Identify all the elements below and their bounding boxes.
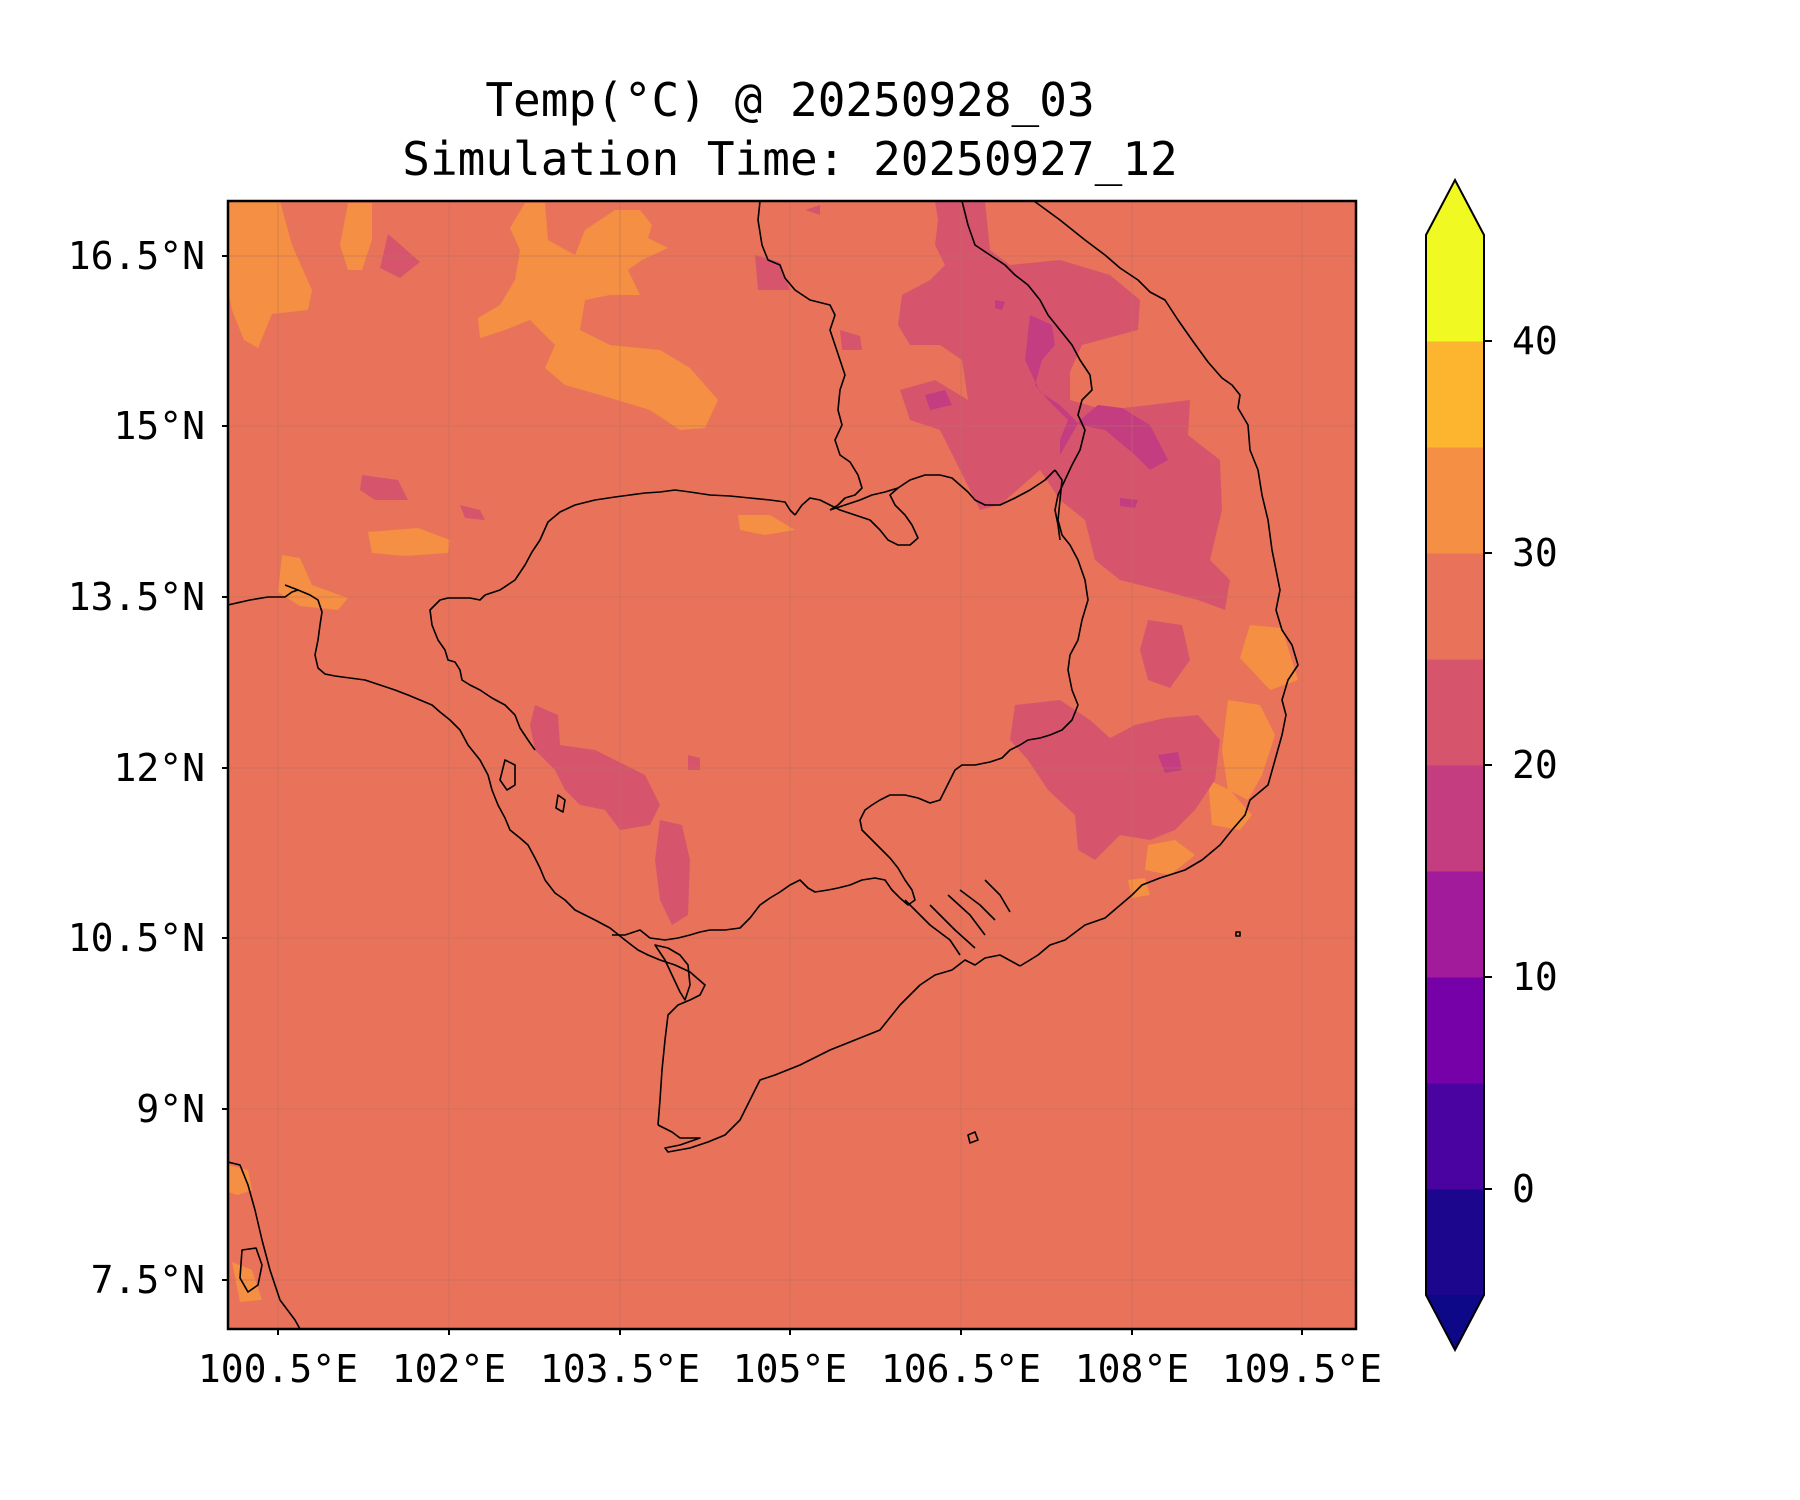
map-gridlines — [228, 201, 1356, 1329]
lon-tick-label: 109.5°E — [1221, 1347, 1383, 1391]
warm-region-northwest — [228, 201, 312, 348]
colorbar-segment — [1426, 553, 1484, 660]
colorbar-segment — [1426, 659, 1484, 766]
lat-tick-label: 13.5°N — [67, 575, 205, 619]
cambodia-thailand-border — [484, 489, 796, 596]
cool-region-cambodia-sw — [655, 820, 690, 925]
colorbar-outline — [1425, 177, 1485, 1353]
lon-tick-label: 108°E — [1074, 1347, 1190, 1391]
colorbar-tick-label: 30 — [1512, 531, 1558, 575]
spratly-dot — [1235, 931, 1241, 937]
colorbar-tick-label: 20 — [1512, 743, 1558, 787]
mekong-delta-coast — [657, 954, 1021, 1153]
colorbar-segment — [1426, 977, 1484, 1084]
cambodia-laos-border — [794, 469, 1056, 546]
vietnam-coastline — [1019, 201, 1299, 967]
colorbar-over-extension — [1426, 180, 1484, 235]
map-plot-area — [228, 201, 1356, 1329]
lat-tick-label: 10.5°N — [67, 916, 205, 960]
warm-region-center — [738, 515, 795, 535]
warm-regions — [228, 201, 1298, 1302]
warm-region-coast-4 — [1145, 840, 1195, 875]
colorbar — [1425, 177, 1492, 1353]
laos-vietnam-border — [961, 201, 1093, 541]
cooler-region-small-4 — [995, 300, 1005, 310]
warm-region-west-1 — [368, 528, 450, 556]
colorbar-tick-label: 40 — [1512, 319, 1558, 363]
lat-tick-label: 12°N — [113, 746, 205, 790]
colorbar-segment — [1426, 447, 1484, 554]
cool-region-north-3 — [805, 205, 820, 215]
cool-region-center-dot — [688, 755, 700, 770]
cool-region-northeast — [898, 201, 1230, 610]
ca-mau-peninsula — [594, 919, 706, 1126]
southern-islands — [239, 1247, 263, 1293]
colorbar-tick-label: 0 — [1512, 1167, 1535, 1211]
warm-region-coast-3 — [1208, 780, 1252, 830]
laos-cambodia-border-north — [829, 487, 899, 511]
map-title-line-1: Temp(°C) @ 20250928_03 — [485, 73, 1095, 127]
lat-tick-label: 9°N — [136, 1087, 205, 1131]
cool-region-north-2 — [840, 330, 862, 350]
lat-tick-label: 7.5°N — [90, 1258, 205, 1302]
warm-region-southwest — [228, 1165, 252, 1195]
phu-quoc-island — [654, 944, 691, 1001]
lon-tick-label: 103.5°E — [539, 1347, 701, 1391]
cooler-region-small-1 — [925, 390, 952, 410]
con-dao-island — [967, 1131, 979, 1144]
thai-border-west — [228, 589, 299, 606]
map-title-line-2: Simulation Time: 20250927_12 — [402, 132, 1178, 186]
cambodia-vietnam-border-east — [612, 469, 1089, 941]
lat-tick-label: 16.5°N — [67, 234, 205, 278]
gulf-coast-cambodia — [284, 584, 596, 921]
laos-thailand-border — [757, 201, 863, 511]
coastlines-and-borders — [228, 201, 1299, 1329]
colorbar-segment — [1426, 1189, 1484, 1296]
cool-region-east-plateau — [1010, 700, 1220, 860]
warm-region-north-small — [340, 203, 372, 270]
lon-tick-label: 105°E — [732, 1347, 848, 1391]
colorbar-segment — [1426, 341, 1484, 448]
malay-peninsula-coast — [228, 1161, 301, 1329]
warm-region-coast-1 — [1240, 625, 1298, 690]
cambodia-west-border — [429, 594, 536, 751]
axis-tick-marks — [222, 255, 1303, 1335]
lon-tick-label: 106.5°E — [880, 1347, 1042, 1391]
colorbar-tick-label: 10 — [1512, 955, 1558, 999]
cool-region-north-1 — [755, 255, 790, 290]
lat-tick-label: 15°N — [113, 404, 205, 448]
warm-region-north-center — [478, 203, 718, 430]
cool-region-west-4 — [460, 505, 485, 520]
colorbar-segment — [1426, 235, 1484, 342]
map-frame — [226, 199, 1358, 1331]
lon-tick-label: 100.5°E — [197, 1347, 359, 1391]
warm-region-coast-2 — [1222, 700, 1275, 800]
cool-region-hills — [1140, 620, 1190, 688]
cool-region-west-3 — [360, 475, 408, 500]
mekong-distributaries — [904, 879, 1011, 956]
cooler-region-small-2 — [1120, 498, 1138, 508]
colorbar-segment — [1426, 1083, 1484, 1190]
colorbar-under-extension — [1426, 1295, 1484, 1350]
thai-islands — [499, 759, 566, 813]
lon-tick-label: 102°E — [391, 1347, 507, 1391]
colorbar-segment — [1426, 765, 1484, 872]
colorbar-segment — [1426, 871, 1484, 978]
warm-region-west-2 — [278, 555, 348, 610]
warm-region-southwest-2 — [232, 1262, 262, 1302]
